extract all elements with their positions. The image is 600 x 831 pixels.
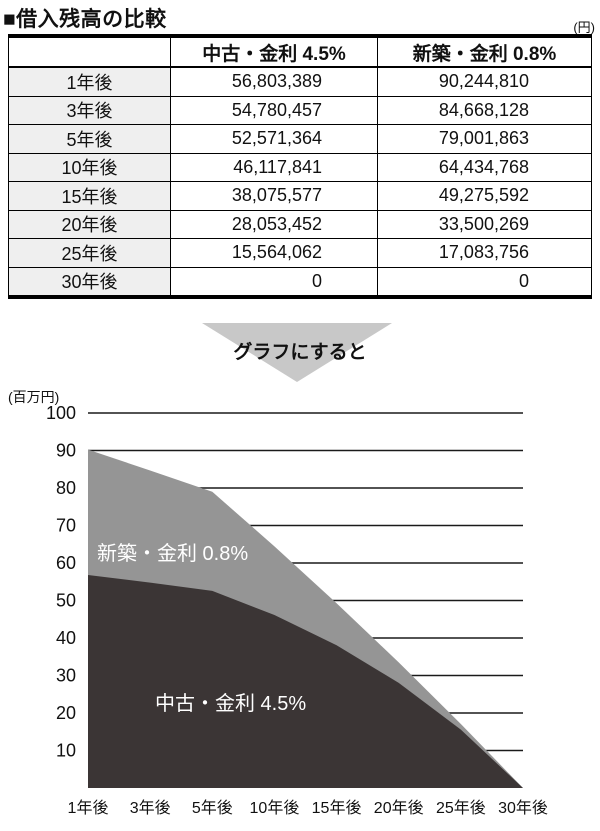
newbuild-value-cell: 84,668,128	[377, 95, 592, 125]
table-row: 15年後 38,075,577 49,275,592	[8, 181, 592, 211]
loan-balance-table: 中古・金利 4.5% 新築・金利 0.8% 1年後 56,803,389 90,…	[8, 34, 592, 299]
y-tick-label: 40	[56, 628, 76, 648]
period-cell: 25年後	[8, 238, 171, 268]
x-tick-label: 20年後	[374, 799, 424, 817]
x-tick-label: 10年後	[250, 799, 300, 817]
used-value-cell: 15,564,062	[170, 238, 378, 268]
y-tick-label: 10	[56, 741, 76, 761]
table-row: 5年後 52,571,364 79,001,863	[8, 124, 592, 154]
x-tick-label: 30年後	[498, 799, 548, 817]
used-value-cell: 56,803,389	[170, 66, 378, 97]
used-value-cell: 28,053,452	[170, 209, 378, 239]
y-tick-label: 100	[46, 403, 76, 423]
period-cell: 20年後	[8, 209, 171, 239]
page-title: ■借入残高の比較	[3, 8, 167, 31]
period-cell: 1年後	[8, 66, 171, 97]
x-tick-label: 25年後	[436, 799, 486, 817]
newbuild-value-cell: 33,500,269	[377, 209, 592, 239]
header-cell-empty	[8, 35, 171, 68]
newbuild-value-cell: 79,001,863	[377, 124, 592, 154]
x-tick-label: 15年後	[312, 799, 362, 817]
table-row: 3年後 54,780,457 84,668,128	[8, 95, 592, 125]
series-label: 中古・金利 4.5%	[155, 692, 306, 715]
area-series-1	[88, 575, 523, 788]
x-tick-label: 1年後	[68, 799, 109, 817]
table-row: 20年後 28,053,452 33,500,269	[8, 209, 592, 239]
loan-balance-area-chart: (百万円) 10 20 30 40 50 60 70 80 90 100 新築・金利 0.8% 中古・金…	[8, 389, 548, 817]
y-tick-label: 60	[56, 553, 76, 573]
series-label: 新築・金利 0.8%	[97, 542, 248, 565]
y-tick-label: 20	[56, 703, 76, 723]
y-tick-label: 70	[56, 516, 76, 536]
table-row: 1年後 56,803,389 90,244,810	[8, 66, 592, 97]
header-cell-used: 中古・金利 4.5%	[170, 35, 378, 68]
y-tick-label: 30	[56, 666, 76, 686]
period-cell: 10年後	[8, 152, 171, 182]
period-cell: 30年後	[8, 266, 171, 298]
newbuild-value-cell: 17,083,756	[377, 238, 592, 268]
y-tick-label: 50	[56, 591, 76, 611]
newbuild-value-cell: 90,244,810	[377, 66, 592, 97]
table-unit-label: (円)	[573, 20, 595, 35]
y-axis-unit-label: (百万円)	[8, 389, 59, 405]
used-value-cell: 38,075,577	[170, 181, 378, 211]
newbuild-value-cell: 0	[377, 266, 592, 298]
newbuild-value-cell: 49,275,592	[377, 181, 592, 211]
x-tick-label: 3年後	[130, 799, 171, 817]
period-cell: 5年後	[8, 124, 171, 154]
header-cell-newbuild: 新築・金利 0.8%	[377, 35, 592, 68]
y-tick-label: 90	[56, 441, 76, 461]
used-value-cell: 52,571,364	[170, 124, 378, 154]
y-tick-label: 80	[56, 478, 76, 498]
used-value-cell: 54,780,457	[170, 95, 378, 125]
table-row: 30年後 0 0	[8, 266, 592, 298]
used-value-cell: 46,117,841	[170, 152, 378, 182]
used-value-cell: 0	[170, 266, 378, 298]
table-row: 25年後 15,564,062 17,083,756	[8, 238, 592, 268]
newbuild-value-cell: 64,434,768	[377, 152, 592, 182]
table-row: 10年後 46,117,841 64,434,768	[8, 152, 592, 182]
table-header-row: 中古・金利 4.5% 新築・金利 0.8%	[8, 35, 592, 68]
x-tick-label: 5年後	[192, 799, 233, 817]
period-cell: 3年後	[8, 95, 171, 125]
arrow-label: グラフにすると	[233, 342, 367, 363]
period-cell: 15年後	[8, 181, 171, 211]
